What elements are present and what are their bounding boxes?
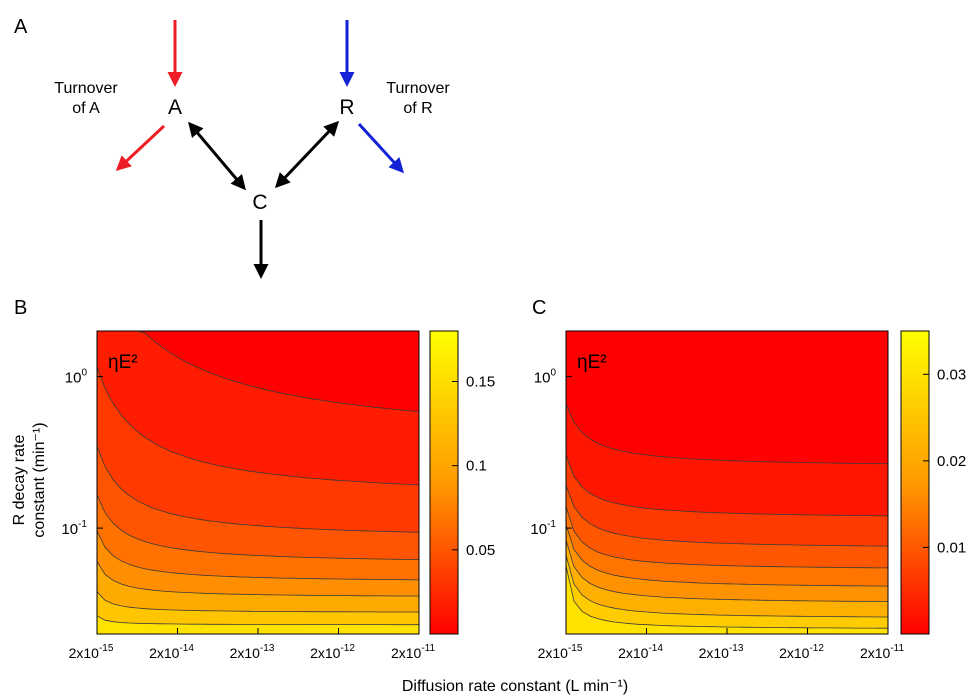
turnover-r-line1: Turnover [386, 80, 450, 97]
contour-bands-b [96, 330, 420, 635]
x-tick-label: 2x10-13 [230, 643, 275, 661]
colorbar-tick-label: 0.02 [937, 453, 966, 470]
x-tick-label: 2x10-11 [391, 643, 436, 661]
x-tick-label: 2x10-14 [149, 643, 194, 661]
node-a-label: A [168, 96, 182, 119]
contour-band [96, 590, 420, 635]
x-ticks-b: 2x10-15 2x10-14 2x10-13 2x10-12 2x10-11 [69, 628, 436, 661]
colorbar-tick-label: 0.05 [466, 542, 495, 559]
colorbar-c [900, 330, 930, 635]
a-degradation-arrow [115, 124, 166, 172]
panel-label-b: B [14, 297, 27, 319]
x-tick-label: 2x10-15 [538, 643, 583, 661]
contour-bands-c [565, 403, 889, 635]
y-tick-label: 10-1 [61, 519, 87, 538]
contour-band [565, 539, 889, 635]
x-tick-label: 2x10-12 [310, 643, 355, 661]
x-tick-label: 2x10-13 [699, 643, 744, 661]
r-degradation-arrow [357, 122, 405, 174]
y-axis-title-line1: R decay rate [11, 435, 28, 526]
colorbar-ticks-b: 0.15 0.1 0.05 [452, 374, 495, 559]
x-tick-label: 2x10-12 [779, 643, 824, 661]
y-axis-title: R decay rate constant (min⁻¹) [11, 422, 48, 537]
y-ticks-c: 100 10-1 [530, 368, 572, 538]
contour-band [565, 565, 889, 635]
x-tick-label: 2x10-11 [860, 643, 905, 661]
panel-label-c: C [532, 297, 546, 319]
y-tick-label: 100 [65, 368, 88, 387]
node-r-label: R [339, 96, 354, 119]
node-c-label: C [252, 191, 267, 214]
y-axis-title-line2: constant (min⁻¹) [31, 422, 48, 537]
annotation-b: ηE² [108, 352, 138, 373]
y-ticks-b: 100 10-1 [61, 368, 103, 538]
y-tick-label: 100 [534, 368, 557, 387]
heatmap-panel-c: ηE² 100 10-1 2x10-15 2x10-14 2x10-13 2x10-12… [530, 330, 966, 661]
panel-label-a: A [14, 16, 28, 38]
y-tick-label: 10-1 [530, 519, 556, 538]
interaction-diagram: A R C Turnover of A Turnover of R [54, 20, 450, 279]
x-ticks-c: 2x10-15 2x10-14 2x10-13 2x10-12 2x10-11 [538, 628, 905, 661]
turnover-a-line2: of A [72, 100, 100, 117]
x-axis-title: Diffusion rate constant (L min⁻¹) [402, 678, 628, 695]
annotation-c: ηE² [577, 352, 607, 373]
x-tick-label: 2x10-15 [69, 643, 114, 661]
colorbar-tick-label: 0.1 [466, 458, 487, 475]
heatmap-panel-b: ηE² 100 10-1 2x10-15 2x10-14 2x10-13 2x10-12… [61, 330, 495, 661]
turnover-a-line1: Turnover [54, 80, 118, 97]
r-c-binding-arrow [274, 120, 340, 189]
contour-band [565, 555, 889, 635]
colorbar-ticks-c: 0.03 0.02 0.01 [923, 366, 966, 556]
colorbar-b [429, 330, 459, 635]
colorbar-tick-label: 0.01 [937, 539, 966, 556]
a-c-binding-arrow [188, 121, 246, 191]
x-tick-label: 2x10-14 [618, 643, 663, 661]
colorbar-tick-label: 0.03 [937, 366, 966, 383]
colorbar-tick-label: 0.15 [466, 374, 495, 391]
turnover-r-line2: of R [403, 100, 432, 117]
